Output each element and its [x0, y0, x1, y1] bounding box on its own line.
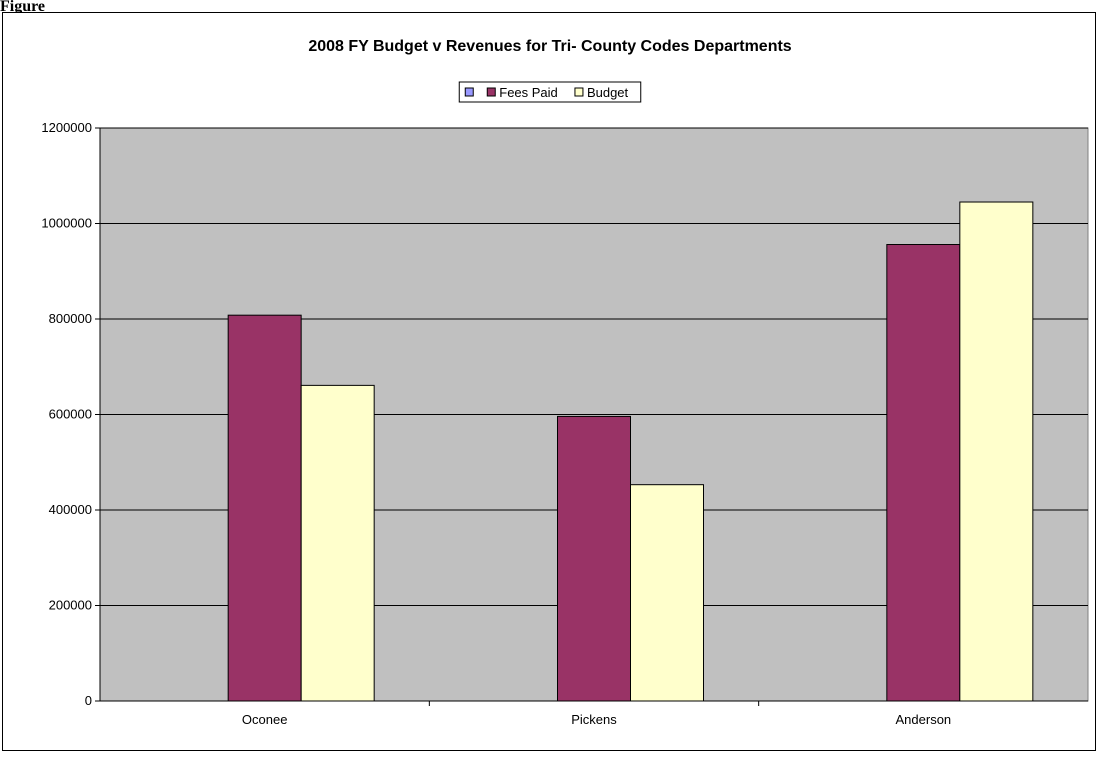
- bar-chart: 2008 FY Budget v Revenues for Tri- Count…: [41, 38, 1089, 727]
- legend-label: Fees Paid: [499, 85, 558, 100]
- y-tick-label: 200000: [49, 598, 92, 613]
- bar-budget-anderson: [959, 201, 1034, 702]
- legend: Fees Paid Budget: [458, 81, 642, 103]
- bar-budget-oconee: [300, 384, 375, 702]
- y-tick-label: 400000: [49, 502, 92, 517]
- legend-swatch: [486, 87, 496, 97]
- x-tick-label: Anderson: [896, 712, 952, 727]
- bar-fees-paid-anderson: [886, 244, 961, 702]
- chart-title: 2008 FY Budget v Revenues for Tri- Count…: [308, 38, 791, 55]
- y-tick-labels: 0 200000 400000 600000 800000 1000000 1200000: [41, 120, 92, 708]
- chart-frame: 2008 FY Budget v Revenues for Tri- Count…: [2, 12, 1096, 751]
- y-tick-label: 0: [85, 693, 92, 708]
- legend-box: [458, 81, 642, 103]
- bars: [227, 201, 1034, 702]
- legend-label: Budget: [587, 85, 629, 100]
- y-tick-label: 800000: [49, 311, 92, 326]
- bar-fees-paid-oconee: [227, 314, 302, 702]
- y-tick-label: 1200000: [41, 120, 92, 135]
- y-tick-label: 1000000: [41, 216, 92, 231]
- x-tick-label: Oconee: [242, 712, 288, 727]
- legend-swatch: [574, 87, 584, 97]
- bar-budget-pickens: [630, 484, 704, 702]
- y-tick-label: 600000: [49, 407, 92, 422]
- legend-swatch: [464, 87, 474, 97]
- figure-label: Figure: [0, 0, 46, 15]
- bar-fees-paid-pickens: [557, 415, 631, 702]
- axes: [95, 127, 1088, 706]
- x-tick-label: Pickens: [571, 712, 617, 727]
- x-tick-labels: Oconee Pickens Anderson: [242, 712, 951, 727]
